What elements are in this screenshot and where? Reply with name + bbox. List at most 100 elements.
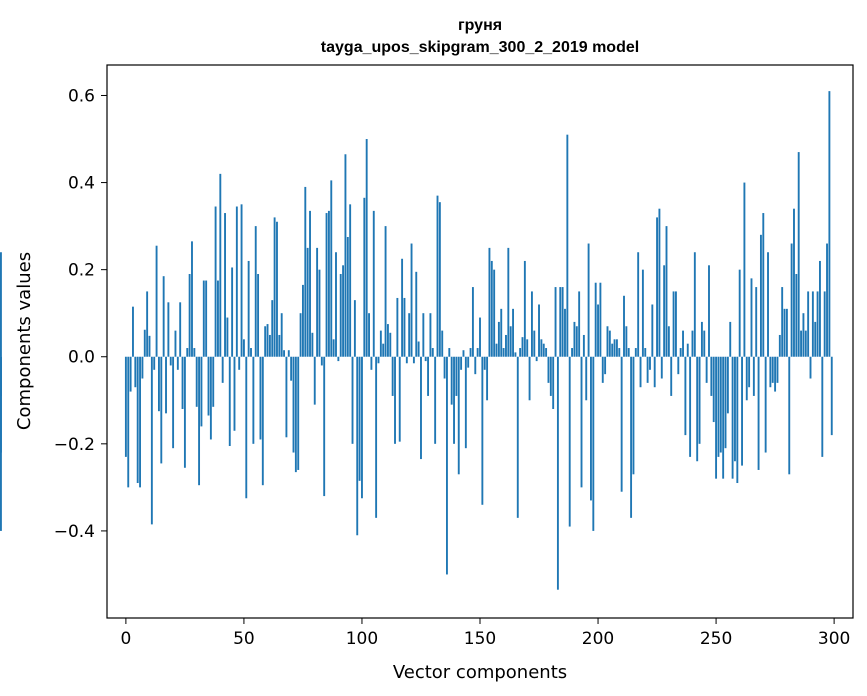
- bar-204: [606, 326, 609, 357]
- bar-85: [325, 213, 328, 357]
- bar-153: [486, 356, 489, 401]
- bar-91: [339, 274, 342, 357]
- bar-36: [209, 356, 212, 440]
- bar-194: [582, 334, 585, 357]
- bar-293: [816, 291, 819, 357]
- bar-87: [330, 180, 333, 357]
- bar-141: [457, 356, 460, 475]
- bar-2: [129, 356, 132, 392]
- bar-198: [592, 356, 595, 531]
- bar-211: [623, 295, 625, 357]
- bar-213: [627, 348, 630, 357]
- bar-146: [469, 348, 472, 357]
- bar-219: [641, 269, 644, 357]
- bar-244: [700, 321, 703, 357]
- bar-165: [514, 352, 517, 357]
- bar-166: [516, 356, 519, 518]
- bar-237: [684, 356, 687, 436]
- bar-220: [644, 348, 647, 357]
- bar-274: [771, 356, 774, 383]
- bar-260: [738, 269, 741, 357]
- y-tick-label: −0.4: [54, 522, 95, 542]
- bar-14: [157, 356, 160, 412]
- bar-264: [748, 356, 751, 388]
- bar-72: [294, 356, 297, 473]
- bar-297: [826, 243, 828, 357]
- bar-230: [667, 326, 670, 357]
- bar-21: [174, 330, 177, 357]
- bar-47: [235, 206, 238, 357]
- bar-69: [287, 350, 290, 357]
- bar-180: [549, 356, 552, 396]
- bar-123: [415, 271, 418, 357]
- bar-238: [686, 343, 689, 357]
- bar-144: [464, 356, 467, 449]
- bar-218: [639, 356, 642, 388]
- bar-251: [717, 356, 720, 457]
- bar-150: [479, 317, 481, 357]
- bar-205: [608, 330, 611, 357]
- bar-61: [268, 334, 271, 357]
- bar-228: [663, 265, 666, 357]
- bar-64: [276, 221, 278, 357]
- bar-76: [304, 186, 307, 357]
- bar-0: [124, 356, 127, 457]
- bar-266: [752, 356, 755, 396]
- bar-4: [134, 356, 137, 388]
- bar-105: [372, 210, 375, 357]
- bar-157: [495, 343, 498, 357]
- bar-99: [358, 356, 361, 481]
- bar-60: [266, 324, 269, 357]
- bar-295: [821, 356, 824, 457]
- bar-120: [408, 313, 411, 357]
- bar-104: [370, 356, 373, 370]
- bar-51: [245, 356, 248, 499]
- bar-74: [299, 313, 302, 357]
- bar-288: [804, 330, 807, 357]
- bar-270: [762, 213, 765, 357]
- bar-221: [646, 356, 649, 383]
- bar-280: [785, 308, 788, 357]
- bar-199: [594, 282, 597, 357]
- bar-54: [252, 356, 255, 444]
- bar-137: [448, 348, 451, 357]
- bar-119: [405, 356, 408, 364]
- bar-5: [136, 356, 139, 484]
- bar-18: [167, 302, 170, 357]
- bar-162: [507, 247, 510, 357]
- bars-group: [0, 91, 833, 590]
- bar-147: [471, 287, 474, 357]
- bar-271: [764, 356, 767, 453]
- x-tick-label: 50: [233, 629, 255, 649]
- bar-223: [651, 304, 654, 357]
- bar-98: [356, 356, 359, 536]
- bar-39: [217, 280, 219, 357]
- bar-81: [316, 247, 319, 357]
- x-tick-label: 250: [700, 629, 732, 649]
- bar-217: [637, 252, 640, 357]
- bar-73: [297, 356, 300, 470]
- bar-203: [604, 356, 607, 375]
- bar-182: [554, 287, 557, 357]
- bar-277: [778, 334, 781, 357]
- bar-89: [335, 252, 337, 357]
- bar-252: [719, 356, 722, 453]
- bar-184: [559, 287, 562, 357]
- bar-undefined: [0, 356, 2, 531]
- bar-185: [561, 287, 564, 357]
- bar-161: [505, 334, 507, 357]
- bar-227: [660, 356, 663, 379]
- bar-179: [547, 356, 550, 383]
- bar-66: [280, 313, 283, 357]
- bar-8: [143, 329, 146, 357]
- bar-23: [179, 302, 182, 357]
- x-tick-label: 200: [582, 629, 614, 649]
- bar-151: [481, 356, 484, 505]
- bar-284: [795, 274, 798, 357]
- bar-121: [410, 243, 413, 357]
- bar-273: [769, 356, 772, 388]
- bar-197: [590, 356, 592, 501]
- bar-117: [401, 258, 404, 357]
- bar-222: [649, 356, 651, 370]
- bar-191: [575, 326, 578, 357]
